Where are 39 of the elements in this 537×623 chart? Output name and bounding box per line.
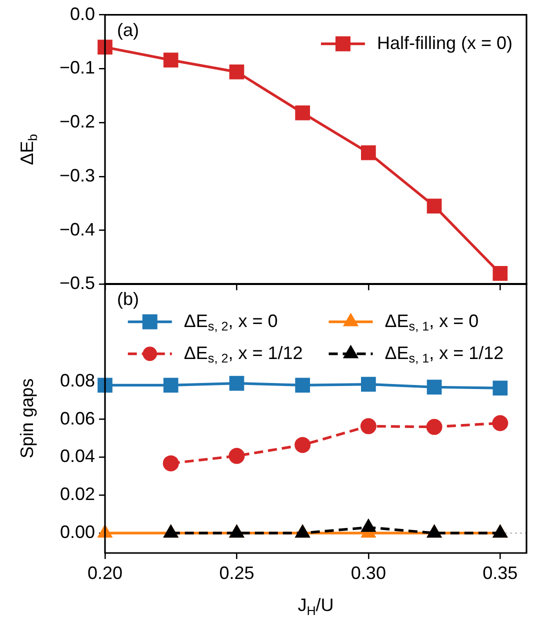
y-tick-label: 0.0	[70, 4, 95, 24]
annotation: (b)	[117, 289, 139, 310]
point	[295, 105, 310, 120]
point	[361, 145, 376, 160]
y-tick-label: −0.3	[59, 165, 95, 186]
y-tick-label: −0.4	[59, 219, 95, 240]
y-tick-label: 0.08	[60, 370, 95, 391]
point	[492, 381, 508, 396]
point	[295, 378, 310, 394]
legend-label: Half-filling (x = 0)	[376, 32, 513, 53]
point	[426, 198, 442, 214]
x-tick-label: 0.30	[350, 563, 386, 584]
y-tick-label: 0.00	[60, 522, 95, 542]
y-axis-title: Spin gaps	[16, 378, 37, 459]
y-tick-label: 0.04	[60, 446, 95, 467]
point	[492, 266, 508, 281]
point	[294, 437, 311, 454]
point	[492, 416, 508, 432]
point	[361, 377, 376, 392]
x-tick-label: 0.20	[87, 563, 123, 584]
point	[228, 448, 245, 464]
y-tick-label: 0.02	[60, 484, 95, 505]
point	[229, 376, 244, 392]
point	[426, 419, 442, 436]
annotation: (a)	[117, 20, 139, 40]
point	[163, 378, 178, 394]
y-tick-label: −0.1	[59, 58, 95, 78]
y-axis-title: ΔEb	[16, 134, 40, 166]
y-tick-label: −0.5	[59, 273, 95, 294]
point	[360, 418, 376, 435]
y-tick-label: 0.06	[60, 408, 95, 429]
y-tick-label: −0.2	[59, 112, 95, 132]
point	[426, 380, 442, 395]
point	[229, 64, 244, 80]
x-tick-label: 0.25	[219, 563, 254, 584]
x-tick-label: 0.35	[482, 563, 518, 584]
point	[163, 52, 178, 68]
point	[162, 456, 179, 472]
point	[360, 518, 376, 532]
